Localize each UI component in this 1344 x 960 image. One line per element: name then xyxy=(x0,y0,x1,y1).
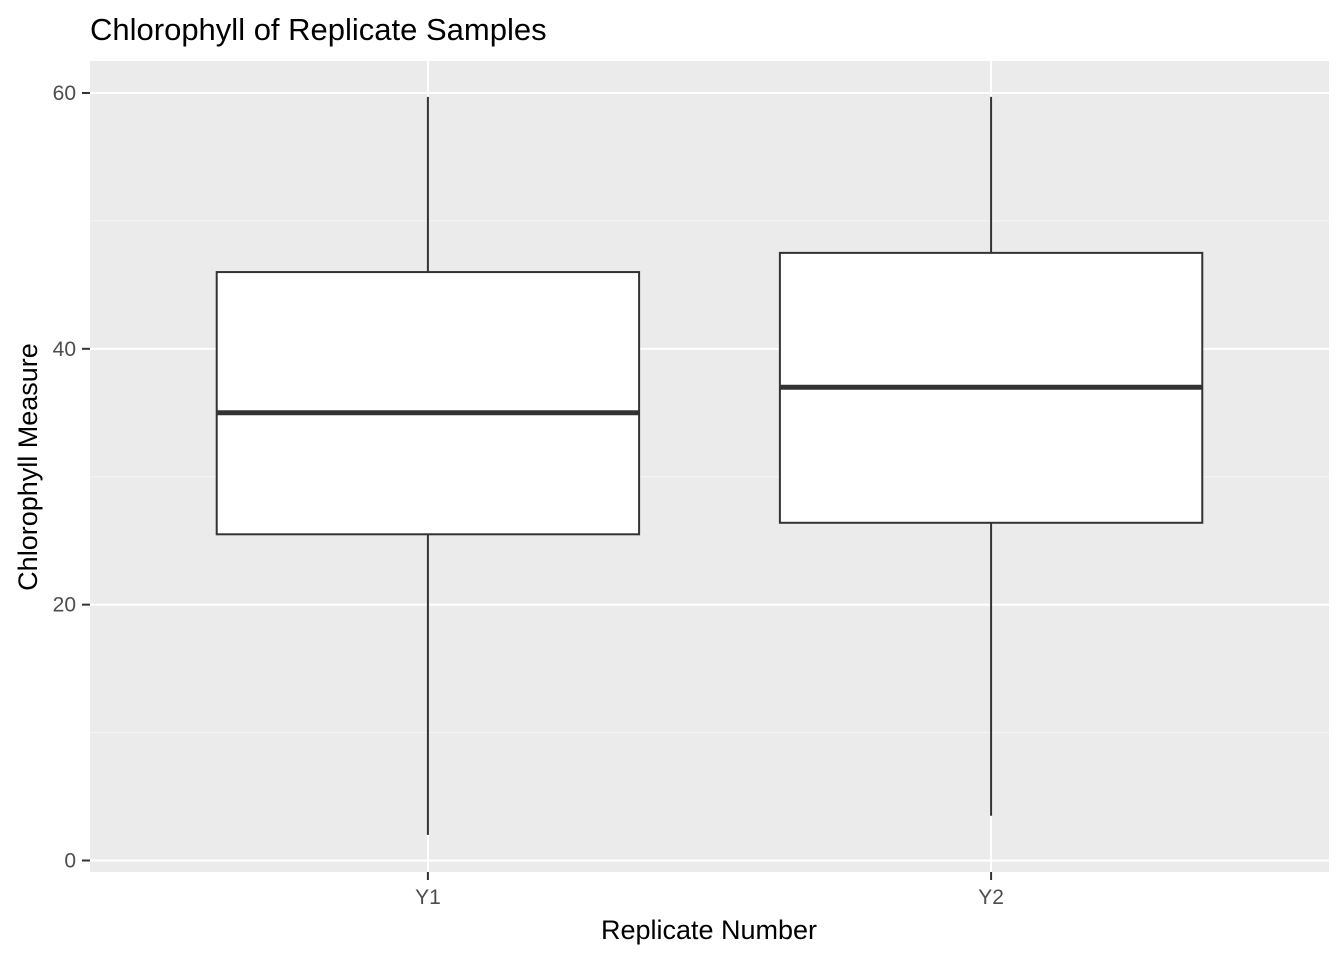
boxplot-y2 xyxy=(778,96,1204,816)
boxplots xyxy=(215,96,1204,835)
x-axis: Y1 Y2 xyxy=(415,872,1004,909)
x-axis-title: Replicate Number xyxy=(601,915,817,945)
y-tick-label: 40 xyxy=(53,338,76,361)
x-tick-label: Y2 xyxy=(978,886,1004,909)
y-axis-title: Chlorophyll Measure xyxy=(13,343,43,591)
boxplot-y1 xyxy=(215,96,641,835)
box-iqr xyxy=(215,271,641,536)
x-tick-label: Y1 xyxy=(415,886,441,909)
y-tick-label: 0 xyxy=(64,849,76,872)
y-tick-label: 60 xyxy=(53,82,76,105)
y-tick-label: 20 xyxy=(53,594,76,617)
y-axis: 0 20 40 60 xyxy=(53,82,90,872)
chart-title: Chlorophyll of Replicate Samples xyxy=(90,12,547,47)
